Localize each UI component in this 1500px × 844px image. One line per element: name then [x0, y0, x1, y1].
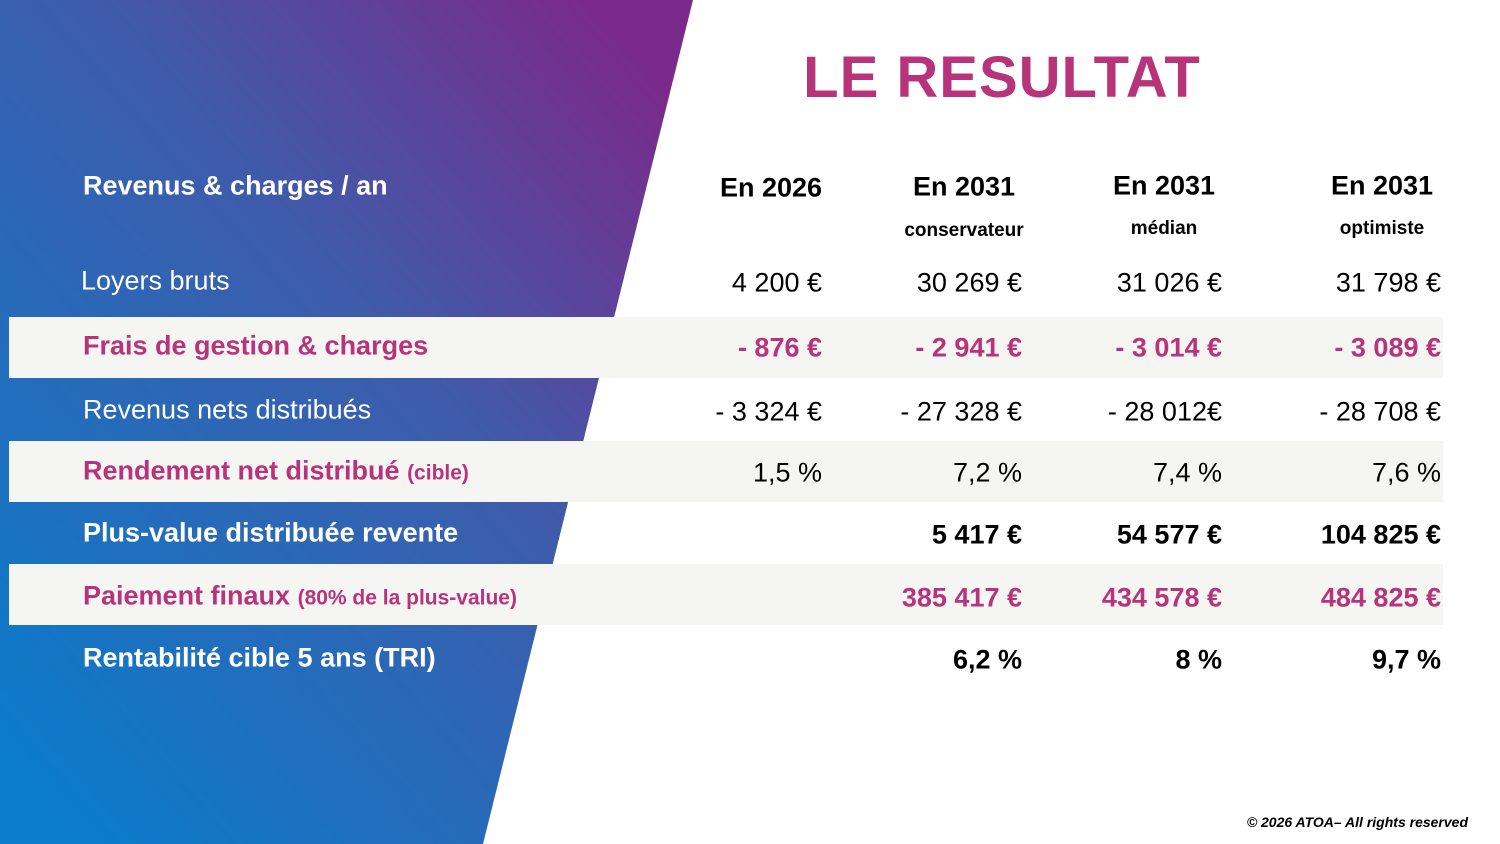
table-cell: 385 417 €	[901, 582, 1022, 613]
row-label-text: Paiement finaux	[83, 580, 291, 611]
table-cell: - 28 708 €	[1319, 396, 1441, 427]
row-label: Loyers bruts	[81, 266, 230, 297]
row-band	[9, 317, 1443, 378]
table-cell: 9,7 %	[1371, 644, 1441, 675]
row-label: Revenus nets distribués	[83, 395, 371, 426]
column-subheader: optimiste	[1339, 218, 1425, 239]
row-label-text: Rentabilité cible 5 ans (TRI)	[83, 642, 436, 673]
table-cell: 7,2 %	[952, 457, 1022, 488]
table-cell: 31 026 €	[1116, 267, 1222, 298]
row-label: Frais de gestion & charges	[83, 331, 428, 362]
row-label-note: (cible)	[407, 461, 469, 485]
row-label-note: (80% de la plus-value)	[297, 586, 517, 610]
table-cell: 484 825 €	[1320, 582, 1441, 613]
table-cell: 7,6 %	[1371, 457, 1441, 488]
page-title: LE RESULTAT	[803, 45, 1201, 110]
table-cell: - 27 328 €	[900, 396, 1022, 427]
table-cell: 7,4 %	[1152, 457, 1222, 488]
column-subheader: médian	[1130, 218, 1198, 239]
table-cell: 54 577 €	[1116, 519, 1222, 550]
table-cell: 6,2 %	[952, 644, 1022, 675]
row-label: Plus-value distribuée revente	[83, 518, 458, 549]
row-label: Rentabilité cible 5 ans (TRI)	[83, 643, 436, 674]
table-cell: 30 269 €	[916, 267, 1022, 298]
row-label: Paiement finaux (80% de la plus-value)	[83, 581, 517, 612]
table-cell: - 3 324 €	[715, 396, 822, 427]
table-cell: 4 200 €	[731, 267, 822, 298]
table-cell: - 3 089 €	[1334, 332, 1441, 363]
row-label-text: Loyers bruts	[81, 265, 230, 296]
table-cell: - 3 014 €	[1115, 332, 1222, 363]
table-cell: 8 %	[1175, 644, 1222, 675]
row-label: Rendement net distribué (cible)	[83, 456, 469, 487]
row-label-text: Revenus nets distribués	[83, 394, 372, 425]
column-header: En 2031	[1112, 170, 1216, 201]
table-cell: 1,5 %	[752, 457, 822, 488]
table-cell: - 876 €	[737, 332, 822, 363]
table-cell: - 28 012€	[1107, 396, 1222, 427]
table-cell: 5 417 €	[931, 519, 1022, 550]
column-subheader: conservateur	[904, 220, 1024, 241]
table-cell: 31 798 €	[1335, 267, 1441, 298]
table-cell: - 2 941 €	[915, 332, 1022, 363]
column-header: En 2026	[719, 172, 823, 203]
row-label-text: Rendement net distribué	[83, 455, 400, 486]
row-band	[9, 441, 1443, 502]
table-header-label: Revenus & charges / an	[83, 170, 388, 201]
copyright-footer: © 2026 ATOA– All rights reserved	[1246, 814, 1468, 830]
row-label-text: Frais de gestion & charges	[83, 330, 429, 361]
table-cell: 104 825 €	[1320, 519, 1441, 550]
table-cell: 434 578 €	[1101, 582, 1222, 613]
column-header: En 2031	[912, 171, 1016, 202]
row-band	[9, 564, 1443, 625]
column-header: En 2031	[1330, 170, 1434, 201]
row-label-text: Plus-value distribuée revente	[83, 517, 459, 548]
